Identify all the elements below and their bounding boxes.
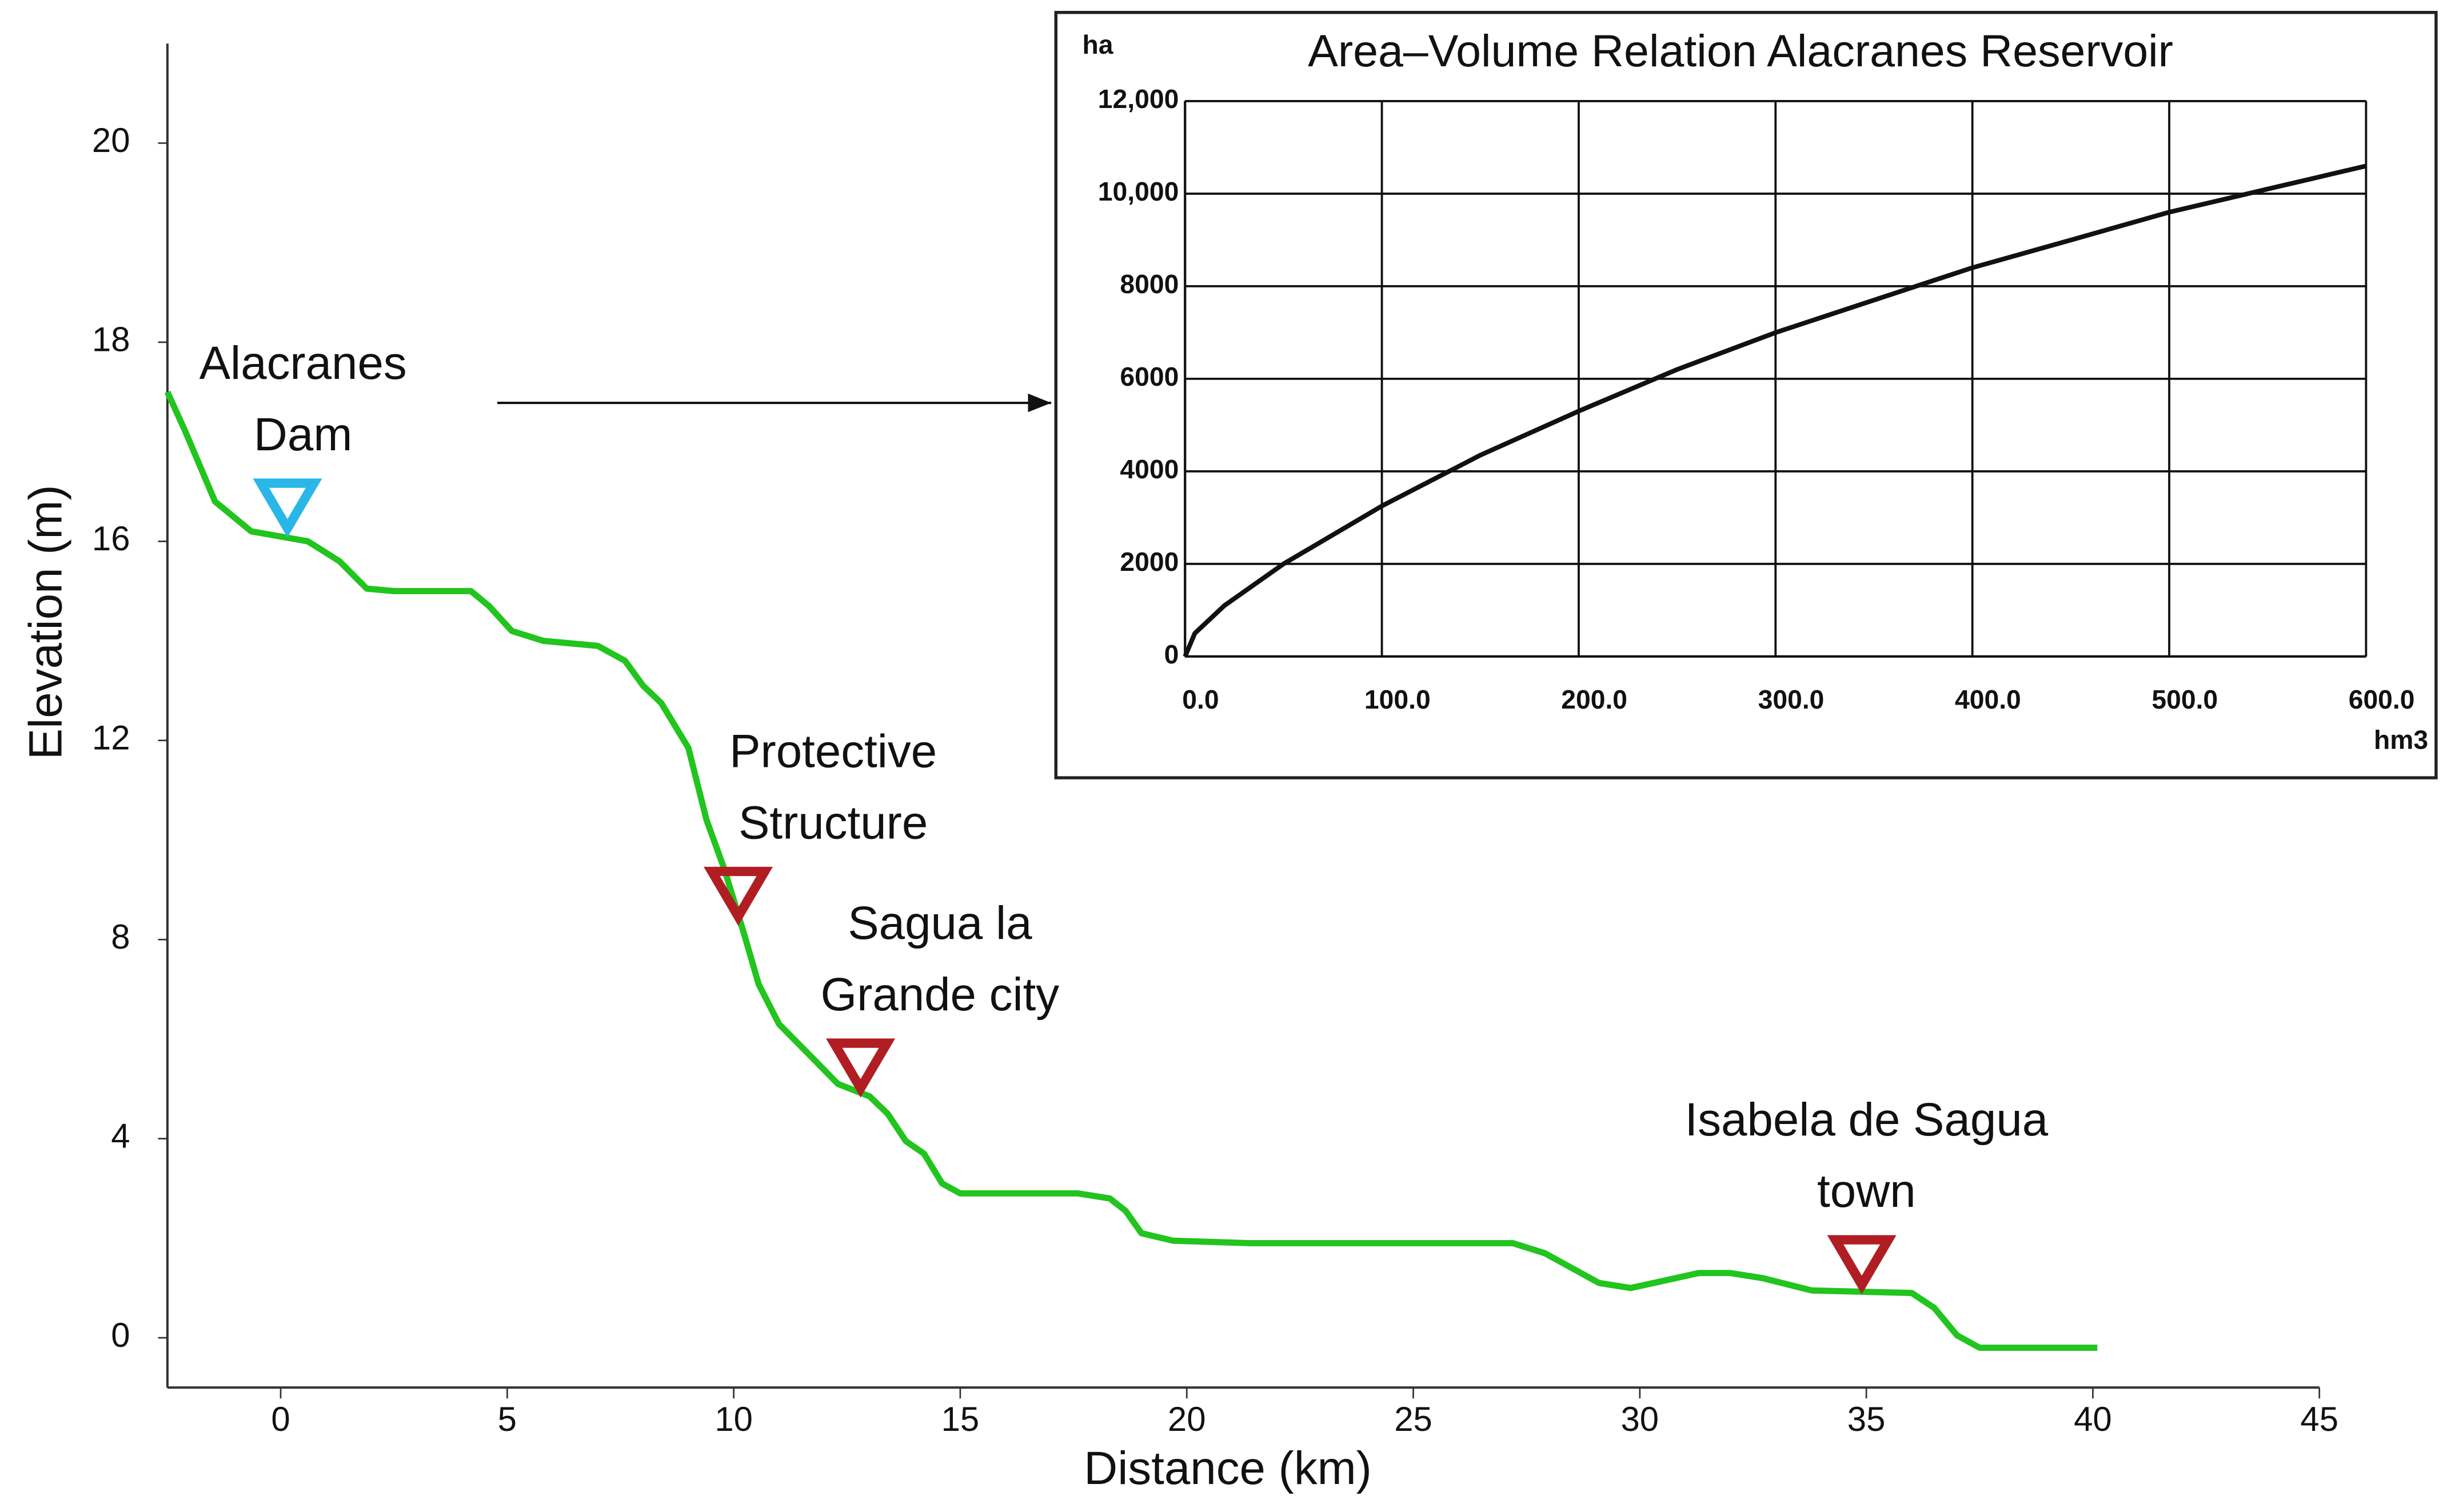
inset-frame (1054, 11, 2438, 779)
x-tick-label: 500.0 (2151, 685, 2218, 714)
y-tick-label: 4 (111, 1117, 130, 1155)
x-tick-label: 400.0 (1955, 685, 2021, 714)
x-tick-label: 30 (1621, 1400, 1659, 1438)
y-tick-label: 10,000 (1098, 177, 1179, 206)
x-axis-label: Distance (km) (1084, 1442, 1372, 1494)
x-tick-label: 35 (1847, 1400, 1886, 1438)
x-tick-label: 25 (1394, 1400, 1432, 1438)
x-axis-label: hm3 (2374, 725, 2428, 755)
y-tick-label: 8 (111, 918, 130, 956)
y-tick-label: 12 (92, 719, 130, 757)
y-tick-label: 12,000 (1098, 84, 1179, 114)
x-tick-label: 40 (2074, 1400, 2112, 1438)
y-tick-label: 4000 (1120, 454, 1179, 484)
annotation: Alacranes (199, 337, 407, 389)
y-tick-label: 8000 (1120, 269, 1179, 299)
inset-title: Area–Volume Relation Alacranes Reservoir (1308, 26, 2173, 76)
y-tick-label: 0 (1164, 639, 1179, 669)
x-tick-label: 15 (941, 1400, 980, 1438)
annotation: Dam (254, 409, 352, 461)
y-tick-label: 6000 (1120, 362, 1179, 391)
y-axis-label: ha (1083, 30, 1114, 59)
x-tick-label: 300.0 (1758, 685, 1825, 714)
location-marker (826, 1038, 896, 1098)
location-marker (1827, 1235, 1897, 1294)
x-tick-label: 200.0 (1561, 685, 1627, 714)
y-tick-label: 18 (92, 321, 130, 359)
y-tick-label: 16 (92, 519, 130, 558)
x-tick-label: 20 (1168, 1400, 1206, 1438)
y-tick-label: 20 (92, 121, 130, 159)
x-tick-label: 5 (498, 1400, 517, 1438)
y-tick-label: 0 (111, 1316, 130, 1354)
annotation: town (1817, 1165, 1915, 1217)
location-marker (704, 866, 773, 926)
y-axis-label: Elevation (m) (20, 485, 72, 759)
x-tick-label: 0.0 (1182, 685, 1219, 714)
x-tick-label: 0 (271, 1400, 290, 1438)
area-volume-line (1183, 163, 2367, 658)
annotation: Grande city (821, 969, 1060, 1021)
x-tick-label: 45 (2300, 1400, 2338, 1438)
elevation-line (164, 390, 2098, 1351)
annotation: Sagua la (848, 897, 1032, 949)
y-tick-label: 2000 (1120, 547, 1179, 577)
annotation: Structure (739, 797, 928, 849)
location-marker (253, 478, 322, 538)
x-tick-label: 10 (714, 1400, 753, 1438)
annotation: Isabela de Sagua (1685, 1094, 2049, 1146)
annotation: Protective (729, 725, 937, 777)
x-tick-label: 100.0 (1364, 685, 1431, 714)
x-tick-label: 600.0 (2349, 685, 2415, 714)
